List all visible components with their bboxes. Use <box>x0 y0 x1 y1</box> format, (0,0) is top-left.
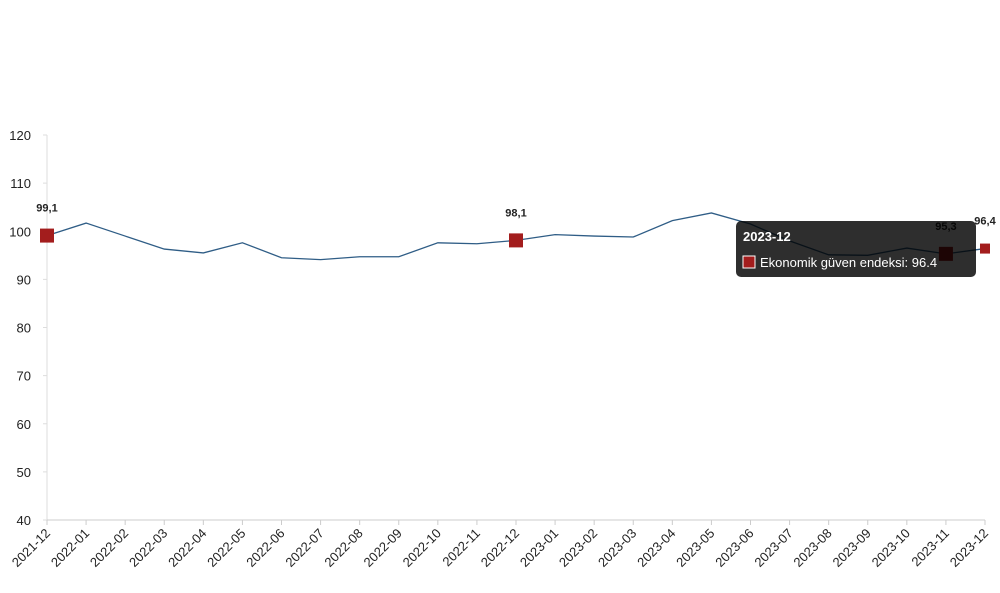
tooltip-series: Ekonomik güven endeksi <box>760 255 905 270</box>
y-tick-label: 40 <box>17 513 31 528</box>
x-tick-label: 2022-01 <box>48 526 92 570</box>
tooltip: 2023-12 Ekonomik güven endeksi: 96.4 <box>736 221 976 277</box>
y-tick-label: 110 <box>10 176 31 191</box>
x-tick-label: 2022-07 <box>282 526 326 570</box>
value-label: 98,1 <box>505 207 526 219</box>
x-tick-label: 2023-10 <box>869 526 913 570</box>
x-tick-label: 2022-09 <box>361 526 405 570</box>
value-label: 96,4 <box>974 216 996 228</box>
tooltip-box <box>736 221 976 277</box>
tooltip-swatch <box>742 255 756 269</box>
y-tick-label: 100 <box>9 224 31 239</box>
x-tick-label: 2021-12 <box>9 526 53 570</box>
marker <box>40 228 54 243</box>
tooltip-value: 96.4 <box>912 255 937 270</box>
y-tick-label: 90 <box>17 272 31 287</box>
y-tick-label: 50 <box>17 465 31 480</box>
x-tick-label: 2022-04 <box>165 526 209 570</box>
x-tick-label: 2023-04 <box>634 526 678 570</box>
value-label: 99,1 <box>36 203 57 215</box>
tooltip-label: Ekonomik güven endeksi: 96.4 <box>760 255 937 270</box>
y-tick-label: 80 <box>17 321 31 336</box>
x-tick-label: 2023-01 <box>517 526 561 570</box>
x-tick-label: 2023-02 <box>556 526 600 570</box>
x-tick-label: 2022-08 <box>321 526 365 570</box>
x-tick-label: 2022-05 <box>204 526 248 570</box>
y-tick-label: 70 <box>17 369 31 384</box>
x-tick-label: 2022-10 <box>400 526 444 570</box>
marker <box>980 243 990 254</box>
x-tick-label: 2023-06 <box>712 526 756 570</box>
x-tick-label: 2023-09 <box>830 526 874 570</box>
marker <box>509 233 523 248</box>
tooltip-title: 2023-12 <box>743 229 791 244</box>
separator: : <box>905 255 912 270</box>
y-tick-label: 120 <box>9 128 31 143</box>
y-tick-label: 60 <box>17 417 31 432</box>
x-tick-label: 2023-03 <box>595 526 639 570</box>
x-tick-label: 2022-03 <box>126 526 170 570</box>
x-tick-label: 2022-02 <box>87 526 131 570</box>
x-tick-label: 2023-11 <box>908 526 952 570</box>
x-tick-label: 2023-07 <box>751 526 795 570</box>
x-tick-label: 2022-06 <box>243 526 287 570</box>
x-tick-label: 2023-12 <box>947 526 991 570</box>
x-tick-label: 2022-12 <box>478 526 522 570</box>
x-tick-label: 2022-11 <box>439 526 483 570</box>
x-tick-label: 2023-08 <box>790 526 834 570</box>
x-tick-label: 2023-05 <box>673 526 717 570</box>
